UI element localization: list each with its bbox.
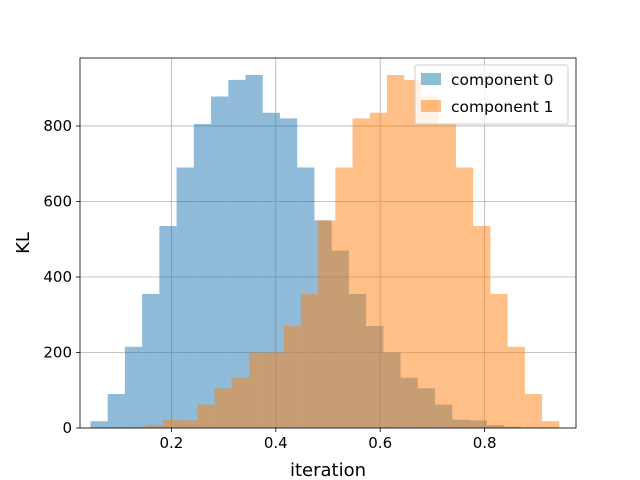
series-1-bars [128,74,560,429]
histogram-bar [128,426,146,428]
y-tick-label: 0 [62,419,72,437]
legend-label-component-1: component 1 [451,98,553,116]
histogram-bar [176,167,194,428]
histogram-bar [228,79,246,429]
histogram-bar [197,404,215,428]
x-axis-label: iteration [290,460,366,480]
x-tick-label: 0.8 [473,434,497,452]
histogram-bar [335,167,353,428]
histogram-bar [124,346,143,428]
histogram-bar [507,346,525,428]
histogram-bar [438,124,456,429]
histogram-bar [211,96,229,429]
x-tick-label: 0.6 [368,434,392,452]
y-axis-label: KL [13,232,34,254]
y-tick-label: 200 [43,343,72,361]
histogram-bar [262,112,280,428]
histogram-bar [369,112,387,428]
y-tick-label: 600 [43,192,72,210]
histogram-bar [145,424,164,428]
y-tick-label: 800 [43,117,72,135]
histogram-bar [524,394,543,428]
histogram-bar [421,96,439,429]
histogram-bar [455,167,474,428]
legend-swatch-component-1 [421,100,441,112]
histogram-bar [214,388,232,428]
legend-swatch-component-0 [421,73,441,85]
legend-box [414,64,569,125]
histogram-bar [386,74,405,428]
histogram-bar [193,124,212,429]
histogram-bar [300,293,319,428]
histogram-bar [490,293,508,428]
legend: component 0 component 1 [414,64,569,125]
histogram-bar [283,326,301,428]
y-tick-label: 400 [43,268,72,286]
histogram-bar [266,352,284,428]
histogram-bar [90,421,108,428]
histogram-bar [542,421,560,428]
x-tick-label: 0.4 [264,434,288,452]
histogram-bar [107,394,125,428]
x-tick-label: 0.2 [159,434,183,452]
plot-frame [79,57,577,429]
histogram-bar [352,118,370,428]
histogram-bar [318,220,336,428]
histogram-bar [249,352,267,428]
histogram-bar [180,420,198,428]
histogram-bar [404,79,422,429]
legend-label-component-0: component 0 [451,71,553,89]
histogram-bar [231,377,250,428]
histogram-bar [142,293,160,428]
histogram-bar [163,419,181,428]
histogram-bar [159,226,177,428]
axis-ticks: 0.2 0.4 0.6 0.8 0 200 400 600 800 [43,117,496,452]
histogram-bars [90,74,560,429]
histogram-bar [473,226,491,428]
histogram-bar [245,74,263,428]
